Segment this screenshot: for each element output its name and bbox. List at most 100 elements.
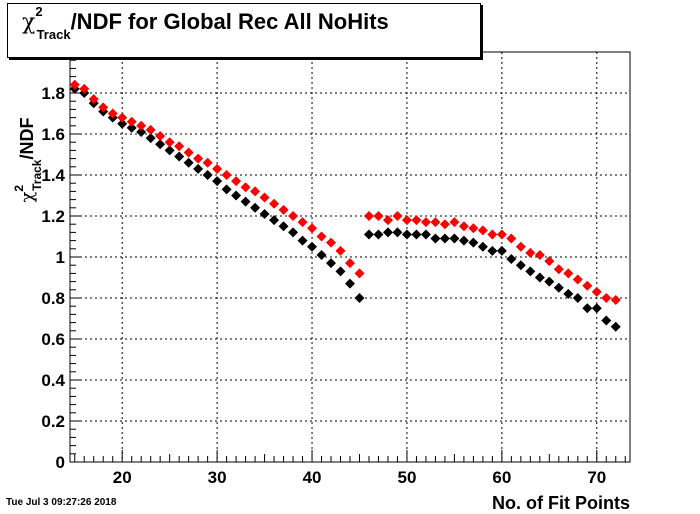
y-axis-title-chi: χ — [17, 191, 38, 202]
data-point-red — [563, 268, 574, 279]
svg-text:χ2Track/NDF: χ2 Track/NDF — [12, 118, 44, 203]
data-point-red — [250, 186, 261, 197]
data-point-red — [430, 217, 441, 228]
data-point-black — [610, 321, 621, 332]
data-point-black — [278, 221, 289, 232]
data-point-red — [297, 217, 308, 228]
data-point-red — [439, 219, 450, 230]
data-point-red — [155, 131, 166, 142]
x-tick-label: 60 — [492, 468, 511, 487]
data-point-red — [69, 79, 80, 90]
y-axis-title: χ2 Track/NDF — [12, 118, 44, 203]
grid-lines — [70, 52, 630, 462]
data-point-red — [202, 157, 213, 168]
data-point-red — [88, 94, 99, 105]
data-point-black — [117, 118, 128, 129]
data-point-black — [525, 266, 536, 277]
y-axis-title-sub: Track — [30, 159, 44, 191]
data-point-red — [591, 286, 602, 297]
data-point-black — [155, 139, 166, 150]
data-point-red — [183, 147, 194, 158]
data-point-red — [515, 241, 526, 252]
x-tick-label: 20 — [113, 468, 132, 487]
data-point-black — [145, 133, 156, 144]
y-tick-label: 0 — [56, 453, 65, 472]
data-point-red — [221, 170, 232, 180]
data-point-red — [610, 295, 621, 306]
data-point-red — [468, 223, 479, 234]
data-point-black — [240, 196, 251, 207]
data-point-red — [525, 247, 536, 258]
timestamp: Tue Jul 3 09:27:26 2018 — [6, 497, 117, 508]
data-point-black — [363, 229, 374, 240]
data-point-red — [582, 280, 593, 291]
data-point-red — [458, 221, 469, 232]
data-point-red — [98, 102, 109, 113]
data-point-red — [601, 293, 612, 303]
data-point-red — [316, 231, 327, 242]
data-point-black — [601, 315, 612, 326]
data-point-red — [373, 211, 384, 221]
data-point-black — [420, 229, 431, 240]
data-point-black — [506, 254, 517, 265]
y-tick-label: 1 — [56, 248, 65, 267]
data-point-red — [363, 211, 374, 221]
data-point-black — [126, 122, 137, 133]
x-tick-label: 40 — [303, 468, 322, 487]
title-rest: /NDF for Global Rec All NoHits — [70, 9, 389, 34]
x-axis-title: No. of Fit Points — [492, 493, 630, 513]
data-point-red — [392, 211, 403, 221]
data-point-red — [269, 198, 280, 209]
chart-title: χ2 Track/NDF for Global Rec All NoHits — [22, 4, 389, 42]
title-superscript: 2 — [35, 4, 43, 19]
data-point-black — [212, 176, 223, 187]
data-point-black — [449, 233, 460, 244]
data-point-black — [221, 184, 232, 195]
data-point-red — [544, 256, 555, 267]
data-point-black — [382, 227, 393, 238]
data-point-black — [354, 293, 365, 303]
y-tick-label: 1.8 — [41, 84, 65, 103]
data-point-black — [231, 190, 242, 201]
data-point-red — [506, 233, 517, 244]
y-tick-label: 0.2 — [41, 412, 65, 431]
data-point-black — [326, 258, 337, 269]
data-point-black — [487, 245, 498, 256]
data-point-red — [382, 215, 393, 226]
data-point-red — [326, 237, 337, 248]
data-point-black — [373, 229, 384, 240]
y-tick-label: 1.4 — [41, 166, 65, 185]
data-point-black — [458, 235, 469, 246]
title-chi: χ — [22, 10, 36, 35]
data-point-red — [136, 120, 147, 131]
data-point-red — [240, 182, 251, 193]
data-point-red — [107, 108, 118, 119]
data-point-red — [145, 124, 156, 135]
data-point-black — [411, 229, 422, 240]
data-point-red — [401, 215, 412, 226]
data-point-red — [449, 217, 460, 228]
data-point-red — [307, 223, 318, 234]
data-point-black — [430, 233, 441, 244]
data-point-black — [544, 276, 555, 287]
data-point-black — [345, 278, 355, 289]
data-point-black — [136, 126, 147, 137]
data-point-black — [439, 233, 450, 244]
data-point-red — [174, 141, 185, 152]
data-point-red — [411, 215, 422, 226]
data-point-black — [269, 215, 280, 226]
data-point-red — [79, 83, 90, 94]
data-point-red — [420, 217, 431, 228]
data-point-black — [297, 235, 308, 246]
data-point-red — [231, 176, 242, 187]
y-tick-label: 1.6 — [41, 125, 65, 144]
y-tick-label: 0.8 — [41, 289, 65, 308]
data-point-black — [563, 288, 574, 299]
data-point-red — [126, 116, 137, 127]
data-point-black — [553, 282, 564, 293]
x-tick-label: 50 — [397, 468, 416, 487]
data-point-black — [582, 303, 593, 314]
data-point-red — [487, 229, 498, 240]
data-point-black — [259, 208, 270, 219]
data-point-black — [591, 303, 602, 314]
